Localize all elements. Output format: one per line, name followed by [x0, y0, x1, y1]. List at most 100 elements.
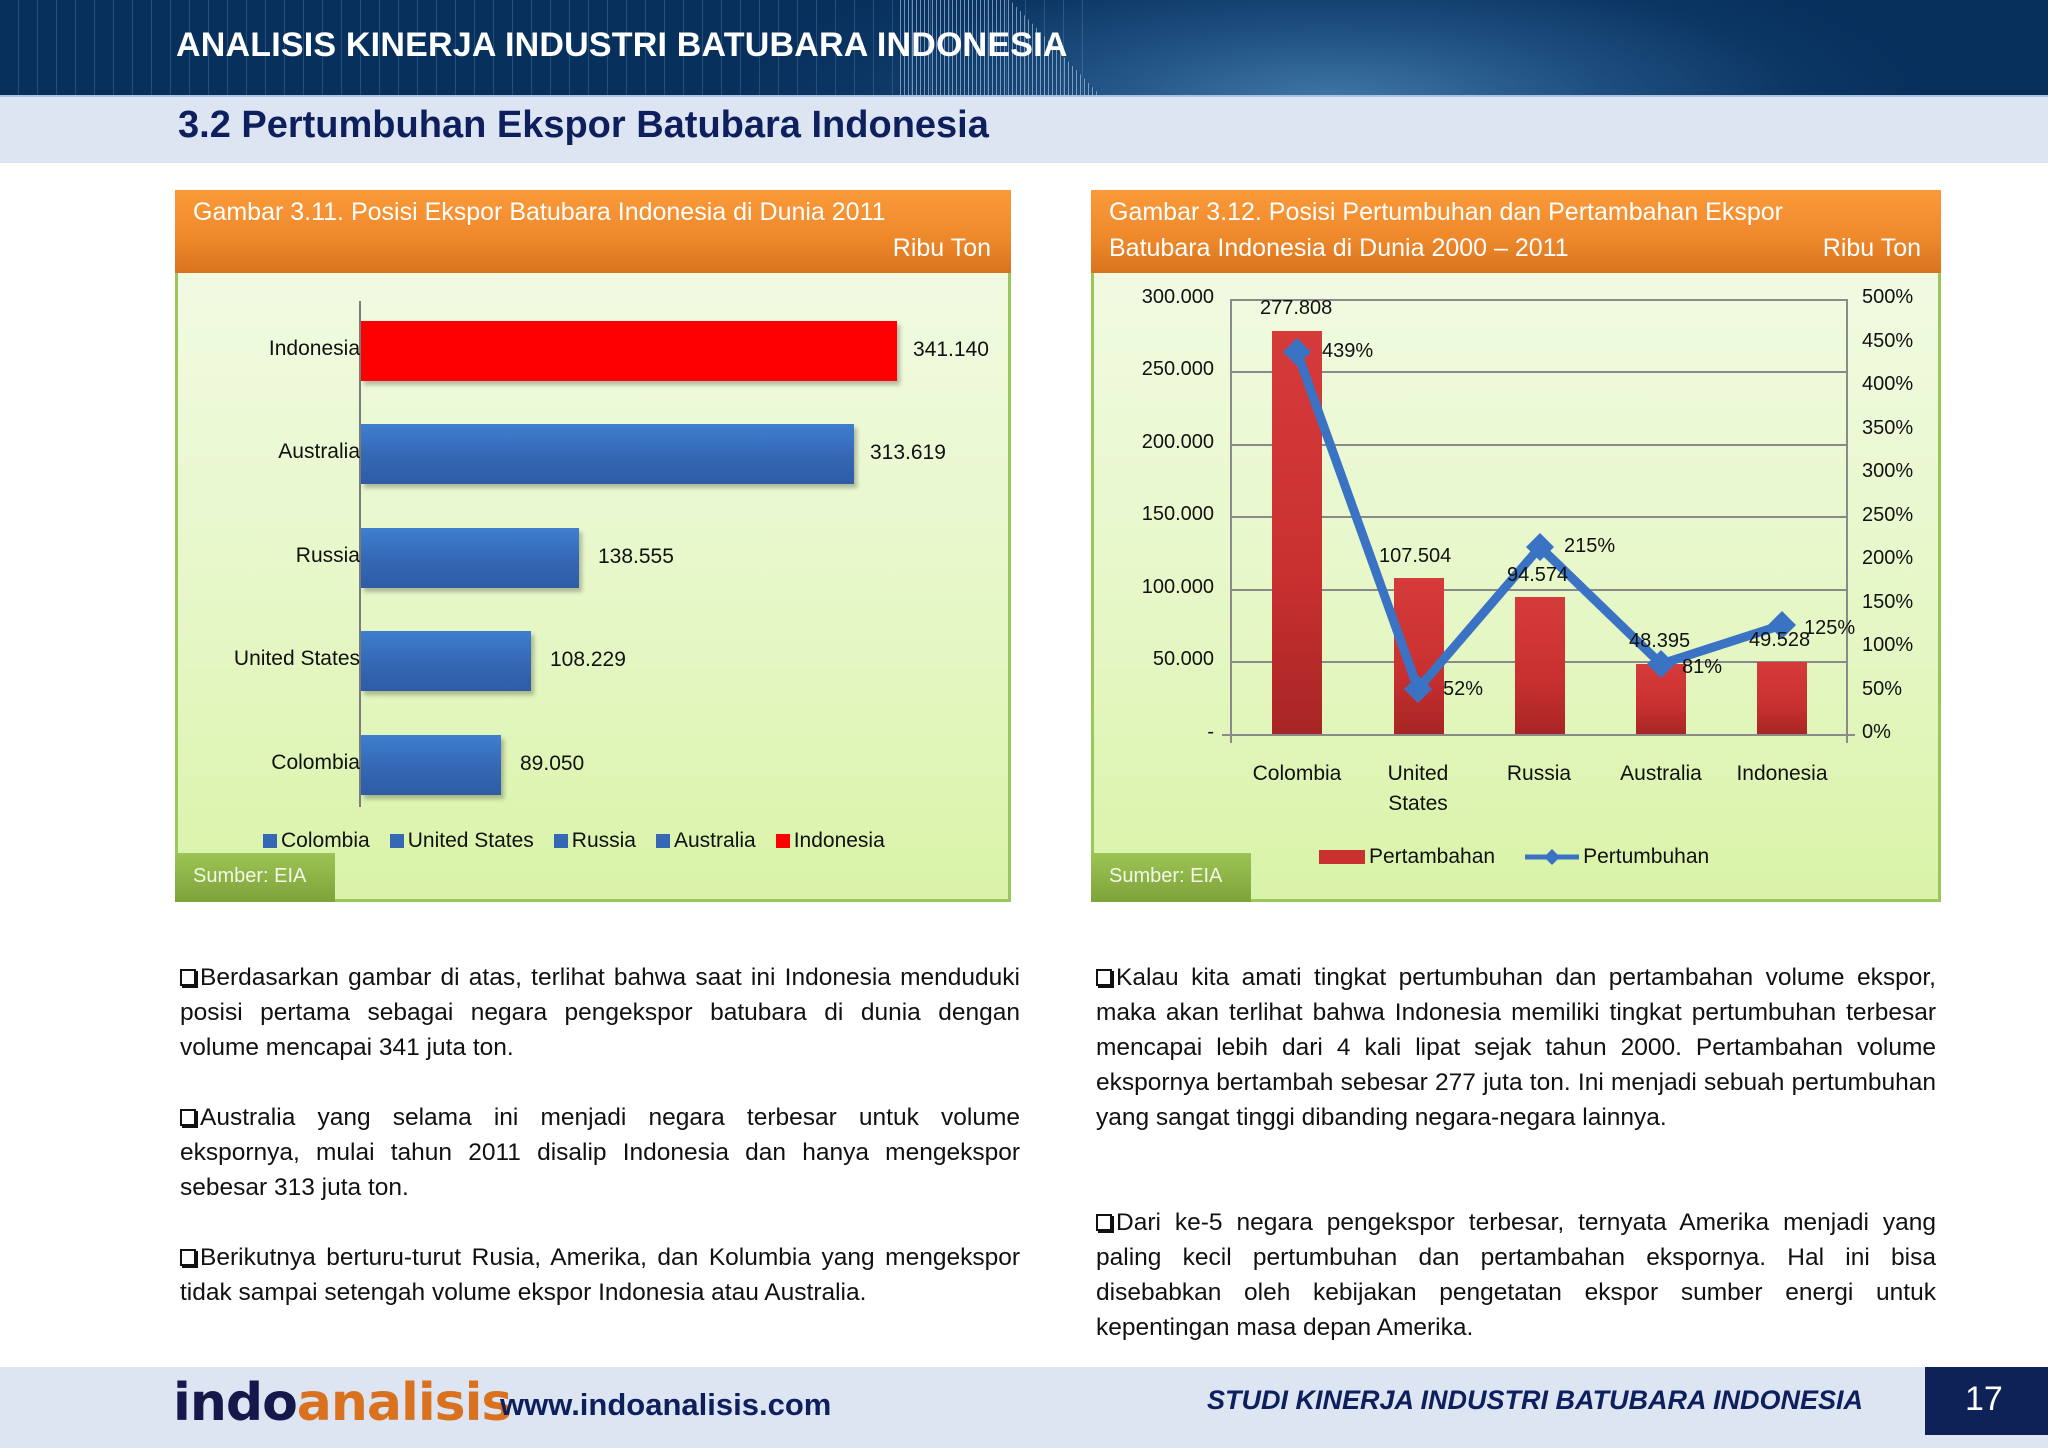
bar-value-label: 49.528	[1749, 629, 1811, 651]
bar-label: Colombia	[271, 751, 360, 774]
y-tick-right: 0%	[1862, 721, 1891, 743]
page-footer	[0, 1367, 2048, 1448]
checkbox-bullet-icon	[1096, 1214, 1112, 1231]
figure-3-12-card: Gambar 3.12. Posisi Pertumbuhan dan Pert…	[1091, 190, 1941, 902]
bar-row-russia: Russia 138.555	[178, 528, 1008, 588]
bar-colombia	[361, 735, 501, 795]
figure-title-line2: Batubara Indonesia di Dunia 2000 – 2011	[1109, 234, 1569, 262]
y-tick-right: 500%	[1862, 286, 1914, 308]
y-tick-right: 400%	[1862, 373, 1914, 395]
bar-value-label: 48.395	[1629, 630, 1691, 652]
legend-label: Indonesia	[793, 829, 885, 852]
legend-swatch	[656, 834, 670, 848]
legend-swatch-bar	[1319, 850, 1365, 864]
legend-swatch	[263, 834, 277, 848]
bar-value: 108.229	[550, 648, 626, 671]
figure-title: Gambar 3.11. Posisi Ekspor Batubara Indo…	[193, 198, 886, 226]
paragraph-text: Berdasarkan gambar di atas, terlihat bah…	[180, 964, 1020, 1061]
bar-label: Indonesia	[268, 337, 360, 360]
figure-3-11-card: Gambar 3.11. Posisi Ekspor Batubara Indo…	[175, 190, 1011, 902]
line-value-label: 215%	[1564, 535, 1616, 557]
bar-indonesia	[361, 321, 897, 381]
line-value-label: 81%	[1682, 656, 1723, 678]
bar-row-united-states: United States 108.229	[178, 631, 1008, 691]
bar-row-colombia: Colombia 89.050	[178, 735, 1008, 795]
x-label: United States	[1387, 762, 1449, 815]
paragraph-text: Dari ke-5 negara pengekspor terbesar, te…	[1096, 1209, 1936, 1341]
section-band	[0, 95, 2048, 163]
legend-label: Russia	[571, 829, 636, 852]
logo-part-analisis: analisis	[296, 1373, 513, 1433]
legend-swatch	[775, 834, 790, 848]
paragraph-right-1: Kalau kita amati tingkat pertumbuhan dan…	[1096, 960, 1936, 1135]
y-axis-left	[1230, 299, 1232, 743]
source-tag: Sumber: EIA	[1091, 853, 1251, 902]
footer-study-title: STUDI KINERJA INDUSTRI BATUBARA INDONESI…	[1206, 1385, 1863, 1415]
paragraph-left-3: Berikutnya berturu-turut Rusia, Amerika,…	[180, 1240, 1020, 1310]
y-axis-right	[1846, 299, 1848, 743]
y-tick-left: 50.000	[1152, 648, 1214, 670]
chart-legend: Pertambahan Pertumbuhan	[1319, 845, 1709, 869]
y-tick-right: 200%	[1862, 547, 1914, 569]
bar-label: Australia	[278, 440, 360, 463]
report-title: ANALISIS KINERJA INDUSTRI BATUBARA INDON…	[176, 26, 1068, 64]
figure-title-line1: Gambar 3.12. Posisi Pertumbuhan dan Pert…	[1109, 198, 1783, 226]
gridline	[1230, 444, 1847, 446]
paragraph-text: Kalau kita amati tingkat pertumbuhan dan…	[1096, 964, 1936, 1131]
footer-website-link[interactable]: www.indoanalisis.com	[500, 1387, 832, 1422]
legend-item-pertumbuhan: Pertumbuhan	[1525, 845, 1709, 869]
legend-label: Pertumbuhan	[1583, 845, 1710, 868]
paragraph-left-2: Australia yang selama ini menjadi negara…	[180, 1100, 1020, 1205]
growth-line	[1283, 338, 1796, 703]
line-value-label: 125%	[1804, 617, 1856, 639]
bar-value: 313.619	[870, 441, 946, 464]
bar-row-indonesia: Indonesia 341.140	[178, 321, 1008, 381]
x-label: Australia	[1620, 762, 1702, 785]
legend-swatch	[389, 834, 404, 848]
x-axis	[1222, 734, 1855, 736]
checkbox-bullet-icon	[180, 1109, 196, 1126]
y-tick-right: 250%	[1862, 504, 1914, 526]
bar-australia	[361, 424, 854, 484]
paragraph-text: Australia yang selama ini menjadi negara…	[180, 1104, 1020, 1201]
page-number-box	[1925, 1367, 2048, 1435]
source-tag: Sumber: EIA	[175, 853, 335, 902]
y-tick-right: 150%	[1862, 591, 1914, 613]
legend-swatch	[553, 834, 568, 848]
section-title: 3.2 Pertumbuhan Ekspor Batubara Indonesi…	[178, 104, 989, 146]
checkbox-bullet-icon	[180, 1249, 196, 1266]
bar-russia	[361, 528, 579, 588]
checkbox-bullet-icon	[1096, 969, 1112, 986]
y-tick-left: 100.000	[1141, 576, 1214, 598]
legend-item-pertambahan: Pertambahan	[1319, 845, 1495, 869]
paragraph-text: Berikutnya berturu-turut Rusia, Amerika,…	[180, 1244, 1020, 1306]
legend-label: United States	[407, 829, 534, 852]
x-label: Russia	[1506, 762, 1572, 785]
x-label: Colombia	[1252, 762, 1342, 785]
bar-value: 89.050	[520, 752, 585, 775]
legend-item-united-states: United States	[389, 829, 534, 853]
bar-indonesia	[1757, 662, 1807, 734]
bar-label: Russia	[295, 544, 360, 567]
gridline	[1230, 516, 1847, 518]
combo-chart: 300.000 250.000 200.000 150.000 100.000 …	[1094, 193, 1944, 905]
legend-item-indonesia: Indonesia	[775, 829, 885, 853]
legend-label: Colombia	[281, 829, 370, 852]
bar-value: 138.555	[598, 545, 674, 568]
legend-line-diamond-icon	[1525, 849, 1580, 865]
y-tick-right: 450%	[1862, 330, 1914, 352]
y-tick-left: 150.000	[1141, 503, 1214, 525]
y-tick-left: 250.000	[1141, 358, 1214, 380]
y-tick-left: 300.000	[1141, 286, 1214, 308]
legend-item-russia: Russia	[553, 829, 636, 853]
checkbox-bullet-icon	[180, 969, 196, 986]
line-value-label: 439%	[1322, 340, 1374, 362]
bar-russia	[1515, 597, 1565, 734]
bar-value-label: 277.808	[1260, 297, 1333, 319]
y-tick-right: 350%	[1862, 417, 1914, 439]
y-tick-right: 50%	[1862, 678, 1903, 700]
figure-header: Gambar 3.12. Posisi Pertumbuhan dan Pert…	[1091, 190, 1941, 273]
bar-row-australia: Australia 313.619	[178, 424, 1008, 484]
legend-item-australia: Australia	[656, 829, 756, 853]
y-tick-left: 200.000	[1141, 431, 1214, 453]
